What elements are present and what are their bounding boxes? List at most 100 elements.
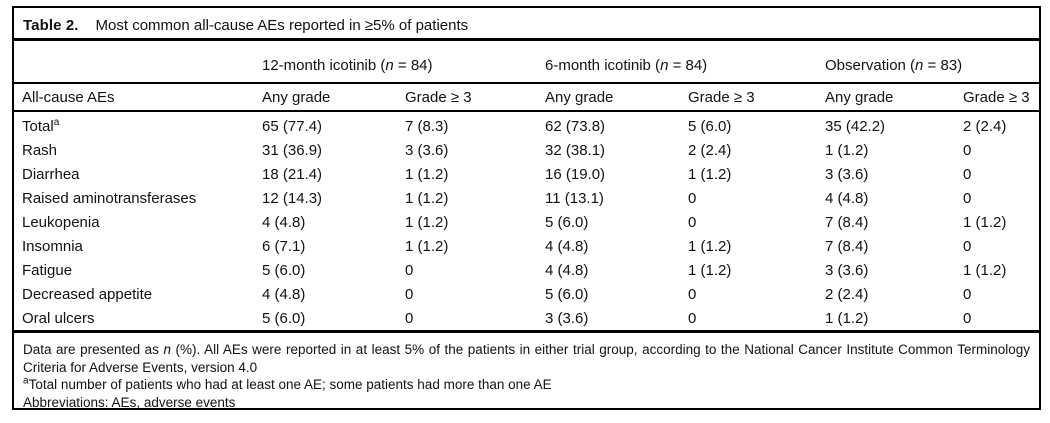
table-2-container: Table 2. Most common all-cause AEs report… [12, 6, 1041, 410]
table-footnotes: Data are presented as n (%). All AEs wer… [14, 333, 1039, 411]
value-cell: 65 (77.4) [262, 117, 323, 135]
text-part: 12-month icotinib ( [262, 57, 386, 74]
text-part: Observation ( [825, 57, 916, 74]
value-cell: 5 (6.0) [262, 309, 306, 327]
row-label: Totala [14, 111, 254, 138]
table-row: Raised aminotransferases 12 (14.3) 1 (1.2)… [14, 186, 1039, 210]
table-row: Insomnia 6 (7.1) 1 (1.2) 4 (4.8) 1 (1.2) 7 (8… [14, 234, 1039, 258]
value-cell: 18 (21.4) [262, 165, 323, 183]
text-part: = 83) [923, 57, 963, 74]
value-cell: 5 (6.0) [262, 261, 306, 279]
text-part: Data are presented as [23, 342, 164, 357]
table-label: Table 2. [23, 17, 79, 34]
column-header-row: All-cause AEs Any grade Grade ≥ 3 Any grade… [14, 83, 1039, 112]
value-cell: 0 [688, 285, 697, 303]
row-label: Fatigue [14, 258, 254, 282]
column-header-cell: Grade ≥ 3 [680, 83, 817, 112]
row-label: Insomnia [14, 234, 254, 258]
text-part: 6-month icotinib ( [545, 57, 661, 74]
column-header-cell: Any grade [817, 83, 955, 112]
text-part: Leukopenia [22, 213, 100, 231]
text-part: (%). All AEs were reported in at least 5… [23, 342, 1030, 375]
value-cell: 31 (36.9) [262, 141, 323, 159]
text-part: Fatigue [22, 261, 73, 279]
group-header-row: 12-month icotinib (n = 84) 6-month icotin… [14, 41, 1039, 84]
value-cell: 3 (3.6) [545, 309, 589, 327]
text-part: Insomnia [22, 237, 83, 255]
value-cell: 35 (42.2) [825, 117, 886, 135]
value-cell: 2 (2.4) [963, 117, 1007, 135]
table-row: Totala 65 (77.4) 7 (8.3) 62 (73.8) 5 (6.0) 35… [14, 111, 1039, 138]
table-body: Totala 65 (77.4) 7 (8.3) 62 (73.8) 5 (6.0) 35… [14, 111, 1039, 332]
value-cell: 2 (2.4) [688, 141, 732, 159]
footnote-line: Data are presented as n (%). All AEs wer… [23, 341, 1030, 376]
value-cell: 4 (4.8) [262, 285, 306, 303]
row-label: Oral ulcers [14, 306, 254, 332]
table-title: Most common all-cause AEs reported in ≥5… [95, 17, 469, 34]
row-header-column-title: All-cause AEs [14, 83, 254, 112]
column-header-cell: Grade ≥ 3 [397, 83, 537, 112]
text-part: Rash [22, 141, 58, 159]
value-cell: 1 (1.2) [405, 213, 449, 231]
text-part: Raised aminotransferases [22, 189, 197, 207]
value-cell: 4 (4.8) [262, 213, 306, 231]
italic-text: n [660, 57, 669, 74]
value-cell: 11 (13.1) [545, 189, 604, 207]
value-cell: 3 (3.6) [825, 165, 869, 183]
value-cell: 7 (8.4) [825, 237, 869, 255]
text-part: Oral ulcers [22, 309, 95, 327]
value-cell: 1 (1.2) [963, 261, 1007, 279]
value-cell: 0 [405, 309, 414, 327]
table-row: Rash 31 (36.9) 3 (3.6) 32 (38.1) 2 (2.4) 1 (1… [14, 138, 1039, 162]
footnote-line: Abbreviations: AEs, adverse events [23, 394, 1030, 412]
value-cell: 2 (2.4) [825, 285, 869, 303]
row-label: Raised aminotransferases [14, 186, 254, 210]
column-header-cell: Any grade [254, 83, 397, 112]
text-part: = 84) [393, 57, 433, 74]
superscript-marker: a [53, 116, 60, 128]
value-cell: 4 (4.8) [545, 237, 589, 255]
text-part: Total number of patients who had at leas… [28, 377, 552, 392]
value-cell: 0 [963, 141, 972, 159]
value-cell: 0 [405, 285, 414, 303]
value-cell: 32 (38.1) [545, 141, 606, 159]
value-cell: 3 (3.6) [405, 141, 449, 159]
text-part: = 84) [668, 57, 708, 74]
value-cell: 6 (7.1) [262, 237, 306, 255]
value-cell: 5 (6.0) [545, 213, 589, 231]
value-cell: 1 (1.2) [688, 165, 732, 183]
group-header-cell: 12-month icotinib (n = 84) [254, 41, 537, 84]
text-part: Diarrhea [22, 165, 80, 183]
value-cell: 0 [963, 237, 972, 255]
table-caption: Table 2. Most common all-cause AEs report… [14, 8, 1039, 41]
value-cell: 5 (6.0) [545, 285, 589, 303]
value-cell: 1 (1.2) [825, 309, 869, 327]
table-row: Decreased appetite 4 (4.8) 0 5 (6.0) 0 2 (2.4… [14, 282, 1039, 306]
italic-text: n [915, 57, 924, 74]
superscript-marker: a [23, 375, 29, 387]
table-row: Diarrhea 18 (21.4) 1 (1.2) 16 (19.0) 1 (1.2)… [14, 162, 1039, 186]
value-cell: 4 (4.8) [545, 261, 589, 279]
row-label: Diarrhea [14, 162, 254, 186]
text-part: Decreased appetite [22, 285, 153, 303]
text-part: Abbreviations: AEs, adverse events [23, 394, 236, 410]
value-cell: 0 [405, 261, 414, 279]
value-cell: 1 (1.2) [405, 165, 449, 183]
row-label: Leukopenia [14, 210, 254, 234]
value-cell: 1 (1.2) [825, 141, 869, 159]
group-header-cell: 6-month icotinib (n = 84) [537, 41, 817, 84]
column-header-cell: Any grade [537, 83, 680, 112]
value-cell: 7 (8.4) [825, 213, 869, 231]
value-cell: 0 [963, 165, 972, 183]
group-header-cell: Observation (n = 83) [817, 41, 1039, 84]
column-header-cell: Grade ≥ 3 [955, 83, 1039, 112]
value-cell: 1 (1.2) [405, 189, 449, 207]
value-cell: 0 [688, 213, 697, 231]
row-label: Rash [14, 138, 254, 162]
table-row: Leukopenia 4 (4.8) 1 (1.2) 5 (6.0) 0 7 (8.4) 1… [14, 210, 1039, 234]
value-cell: 1 (1.2) [405, 237, 449, 255]
group-header-spacer [14, 41, 254, 84]
italic-text: n [385, 57, 394, 74]
value-cell: 0 [963, 309, 972, 327]
